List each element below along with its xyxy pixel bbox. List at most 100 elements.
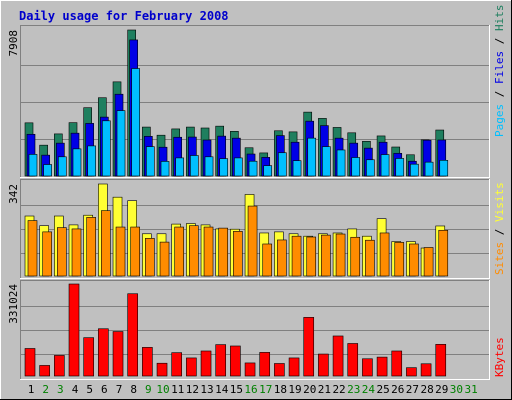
pages-bar-day-25 <box>380 154 390 177</box>
sites-bar-day-27 <box>409 243 419 277</box>
kbytes-bar-day-2 <box>39 365 50 377</box>
day-label-31: 31 <box>464 383 477 396</box>
pages-bar-day-21 <box>322 146 331 177</box>
kbytes-bar-day-14 <box>215 344 227 377</box>
kbytes-bar-day-18 <box>274 363 285 377</box>
kbytes-bar-day-24 <box>362 358 373 377</box>
pages-bar-day-23 <box>351 157 361 177</box>
day-label-6: 6 <box>101 383 108 396</box>
day-label-15: 15 <box>230 383 243 396</box>
pages-bar-day-10 <box>160 161 170 177</box>
day-label-24: 24 <box>362 383 376 396</box>
kbytes-bar-day-25 <box>376 356 388 377</box>
sites-bar-day-2 <box>42 231 52 277</box>
kbytes-bar-day-22 <box>332 335 344 377</box>
pages-bar-day-12 <box>190 155 199 177</box>
sites-bar-day-20 <box>306 236 317 277</box>
sites-bar-day-26 <box>394 242 405 277</box>
day-label-13: 13 <box>200 383 213 396</box>
kbytes-bar-day-8 <box>127 293 138 377</box>
kbytes-bar-day-20 <box>303 317 315 377</box>
sites-bar-day-5 <box>86 217 96 277</box>
sites-bar-day-8 <box>130 226 140 277</box>
kbytes-bar-day-17 <box>259 352 271 377</box>
panel-hits-files-pages <box>20 25 490 178</box>
kbytes-bar-day-27 <box>406 367 417 377</box>
day-label-14: 14 <box>215 383 229 396</box>
kbytes-bar-day-4 <box>68 283 80 377</box>
legend-files: Files <box>493 51 506 84</box>
kbytes-bar-day-9 <box>142 347 153 377</box>
kbytes-bar-day-29 <box>435 344 447 377</box>
pages-bar-day-2 <box>43 164 52 177</box>
sites-bar-day-10 <box>159 241 170 277</box>
right-label-middle: Sites / Visits <box>493 182 506 275</box>
legend-sep-3: / <box>493 222 506 242</box>
legend-kbytes: KBytes <box>493 337 506 377</box>
kbytes-bar-day-19 <box>288 357 300 377</box>
pages-bar-day-13 <box>204 156 214 177</box>
sites-bar-day-6 <box>101 210 111 277</box>
sites-bar-day-25 <box>379 232 390 277</box>
pages-bar-day-24 <box>366 159 375 177</box>
legend-sep-2: / <box>493 31 506 51</box>
kbytes-bar-day-12 <box>186 357 197 377</box>
sites-bar-day-22 <box>335 233 346 277</box>
day-label-20: 20 <box>303 383 316 396</box>
right-label-bottom: KBytes <box>493 337 506 377</box>
day-label-26: 26 <box>391 383 404 396</box>
pages-bar-day-20 <box>307 137 317 177</box>
pages-bar-day-9 <box>146 146 155 177</box>
sites-bar-day-28 <box>423 247 434 277</box>
pages-bar-day-4 <box>72 148 82 177</box>
pages-bar-day-3 <box>58 156 67 177</box>
sites-bar-day-4 <box>71 228 82 277</box>
sites-bar-day-12 <box>189 225 199 277</box>
sites-bar-day-13 <box>203 226 214 277</box>
day-label-2: 2 <box>42 383 49 396</box>
sites-bar-day-21 <box>321 234 331 277</box>
chart-title: Daily usage for February 2008 <box>19 9 229 23</box>
pages-bar-day-27 <box>410 163 419 177</box>
legend-pages: Pages <box>493 104 506 137</box>
day-label-18: 18 <box>274 383 287 396</box>
pages-bar-day-16 <box>248 160 258 177</box>
kbytes-bar-day-21 <box>318 353 329 377</box>
pages-bar-day-1 <box>28 154 38 177</box>
day-label-8: 8 <box>130 383 137 396</box>
pages-bar-day-28 <box>424 161 434 177</box>
kbytes-bar-day-5 <box>83 337 94 377</box>
day-label-7: 7 <box>116 383 123 396</box>
x-axis-day-labels: 1 2 3 4 5 6 7 8 9 10 11 12 13 14 15 16 17 18 19 20 21 22 23 24 2… <box>28 383 478 396</box>
legend-sites: Sites <box>493 242 506 275</box>
kbytes-bar-day-11 <box>171 352 182 377</box>
day-label-21: 21 <box>318 383 331 396</box>
bars-visits-sites <box>24 183 449 277</box>
right-label-top: Pages / Files / Hits <box>493 5 506 138</box>
sites-bar-day-29 <box>438 229 449 277</box>
sites-bar-day-3 <box>57 227 67 277</box>
pages-bar-day-6 <box>102 120 111 177</box>
ymax-label-bottom: 331024 <box>7 284 20 324</box>
pages-bar-day-22 <box>336 149 346 177</box>
panel-kbytes <box>20 280 490 380</box>
day-label-29: 29 <box>435 383 448 396</box>
sites-bar-day-11 <box>174 226 184 277</box>
sites-bar-day-24 <box>365 239 375 277</box>
pages-bar-day-8 <box>131 68 140 177</box>
day-label-1: 1 <box>28 383 35 396</box>
sites-bar-day-16 <box>247 205 258 277</box>
pages-bar-day-26 <box>395 158 405 177</box>
kbytes-bar-day-3 <box>54 355 65 377</box>
pages-bar-day-11 <box>175 157 184 177</box>
day-label-27: 27 <box>406 383 419 396</box>
day-label-22: 22 <box>332 383 345 396</box>
day-label-11: 11 <box>171 383 184 396</box>
day-label-12: 12 <box>186 383 199 396</box>
kbytes-bar-day-23 <box>347 343 359 377</box>
day-label-30: 30 <box>450 383 463 396</box>
bars-hits-files-pages <box>24 29 449 177</box>
pages-bar-day-15 <box>234 157 243 177</box>
pages-bar-day-19 <box>292 160 302 177</box>
